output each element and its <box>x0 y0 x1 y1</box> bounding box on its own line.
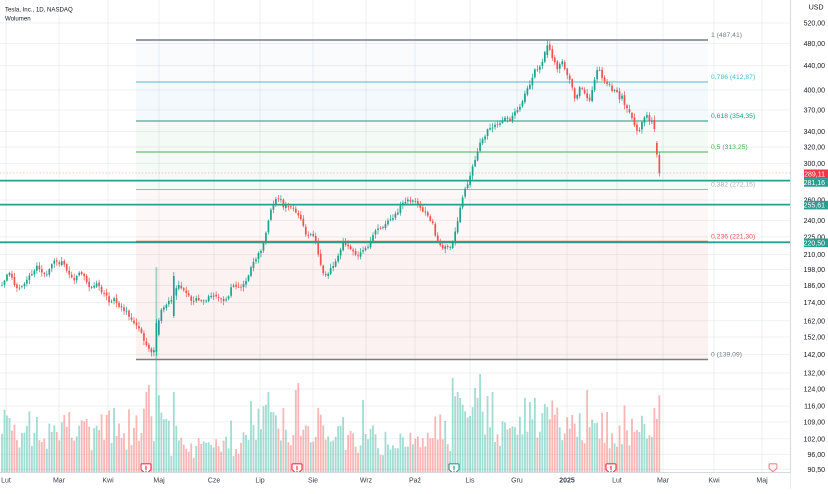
svg-text:440,00: 440,00 <box>804 63 826 70</box>
svg-text:USD: USD <box>809 5 824 12</box>
svg-text:0,5 (313,25): 0,5 (313,25) <box>711 144 748 151</box>
svg-text:Wolumen: Wolumen <box>5 16 31 23</box>
svg-text:Cze: Cze <box>208 478 221 485</box>
svg-text:Mar: Mar <box>53 478 66 485</box>
svg-text:186,00: 186,00 <box>804 283 826 290</box>
svg-text:300,00: 300,00 <box>804 161 826 168</box>
svg-text:320,00: 320,00 <box>804 145 826 152</box>
svg-text:Lut: Lut <box>1 478 11 485</box>
svg-text:Maj: Maj <box>153 478 165 485</box>
svg-text:109,00: 109,00 <box>804 420 826 427</box>
svg-text:0,618 (354,35): 0,618 (354,35) <box>711 113 755 120</box>
svg-text:240,00: 240,00 <box>804 218 826 225</box>
svg-text:0 (139,09): 0 (139,09) <box>711 352 742 359</box>
svg-text:142,00: 142,00 <box>804 352 826 359</box>
svg-text:289,11: 289,11 <box>804 171 825 178</box>
svg-text:1 (487,41): 1 (487,41) <box>711 32 742 39</box>
svg-text:152,00: 152,00 <box>804 335 826 342</box>
svg-text:102,00: 102,00 <box>804 436 826 443</box>
svg-text:480,00: 480,00 <box>804 41 826 48</box>
svg-text:96,00: 96,00 <box>807 452 825 459</box>
svg-text:Kwi: Kwi <box>708 478 720 485</box>
svg-text:210,00: 210,00 <box>804 252 826 259</box>
svg-text:255,61: 255,61 <box>804 203 826 210</box>
svg-text:174,00: 174,00 <box>804 300 826 307</box>
svg-text:Sie: Sie <box>308 478 318 485</box>
svg-text:Paź: Paź <box>409 478 422 485</box>
svg-text:162,00: 162,00 <box>804 318 826 325</box>
svg-text:124,00: 124,00 <box>804 387 826 394</box>
svg-text:281,16: 281,16 <box>804 180 826 187</box>
svg-text:0,236 (221,30): 0,236 (221,30) <box>711 233 755 240</box>
svg-text:2025: 2025 <box>559 478 575 485</box>
svg-text:370,00: 370,00 <box>804 108 826 115</box>
svg-text:Mar: Mar <box>657 478 670 485</box>
svg-text:340,00: 340,00 <box>804 129 826 136</box>
svg-text:Kwi: Kwi <box>102 478 114 485</box>
svg-text:198,00: 198,00 <box>804 267 826 274</box>
svg-text:0,382 (272,15): 0,382 (272,15) <box>711 182 755 189</box>
svg-text:0,786 (412,87): 0,786 (412,87) <box>711 74 755 81</box>
svg-text:Wrz: Wrz <box>360 478 373 485</box>
svg-text:Lip: Lip <box>255 478 264 485</box>
svg-text:Lut: Lut <box>612 478 622 485</box>
svg-text:Tesla, Inc., 1D, NASDAQ: Tesla, Inc., 1D, NASDAQ <box>5 7 73 14</box>
svg-text:Gru: Gru <box>511 478 523 485</box>
svg-text:520,00: 520,00 <box>804 21 826 28</box>
svg-text:Maj: Maj <box>756 478 768 485</box>
svg-text:Lis: Lis <box>466 478 475 485</box>
svg-text:400,00: 400,00 <box>804 88 826 95</box>
svg-text:116,00: 116,00 <box>804 404 825 411</box>
svg-text:90,50: 90,50 <box>807 467 825 474</box>
svg-text:220,50: 220,50 <box>804 240 826 247</box>
svg-text:132,00: 132,00 <box>804 371 826 378</box>
